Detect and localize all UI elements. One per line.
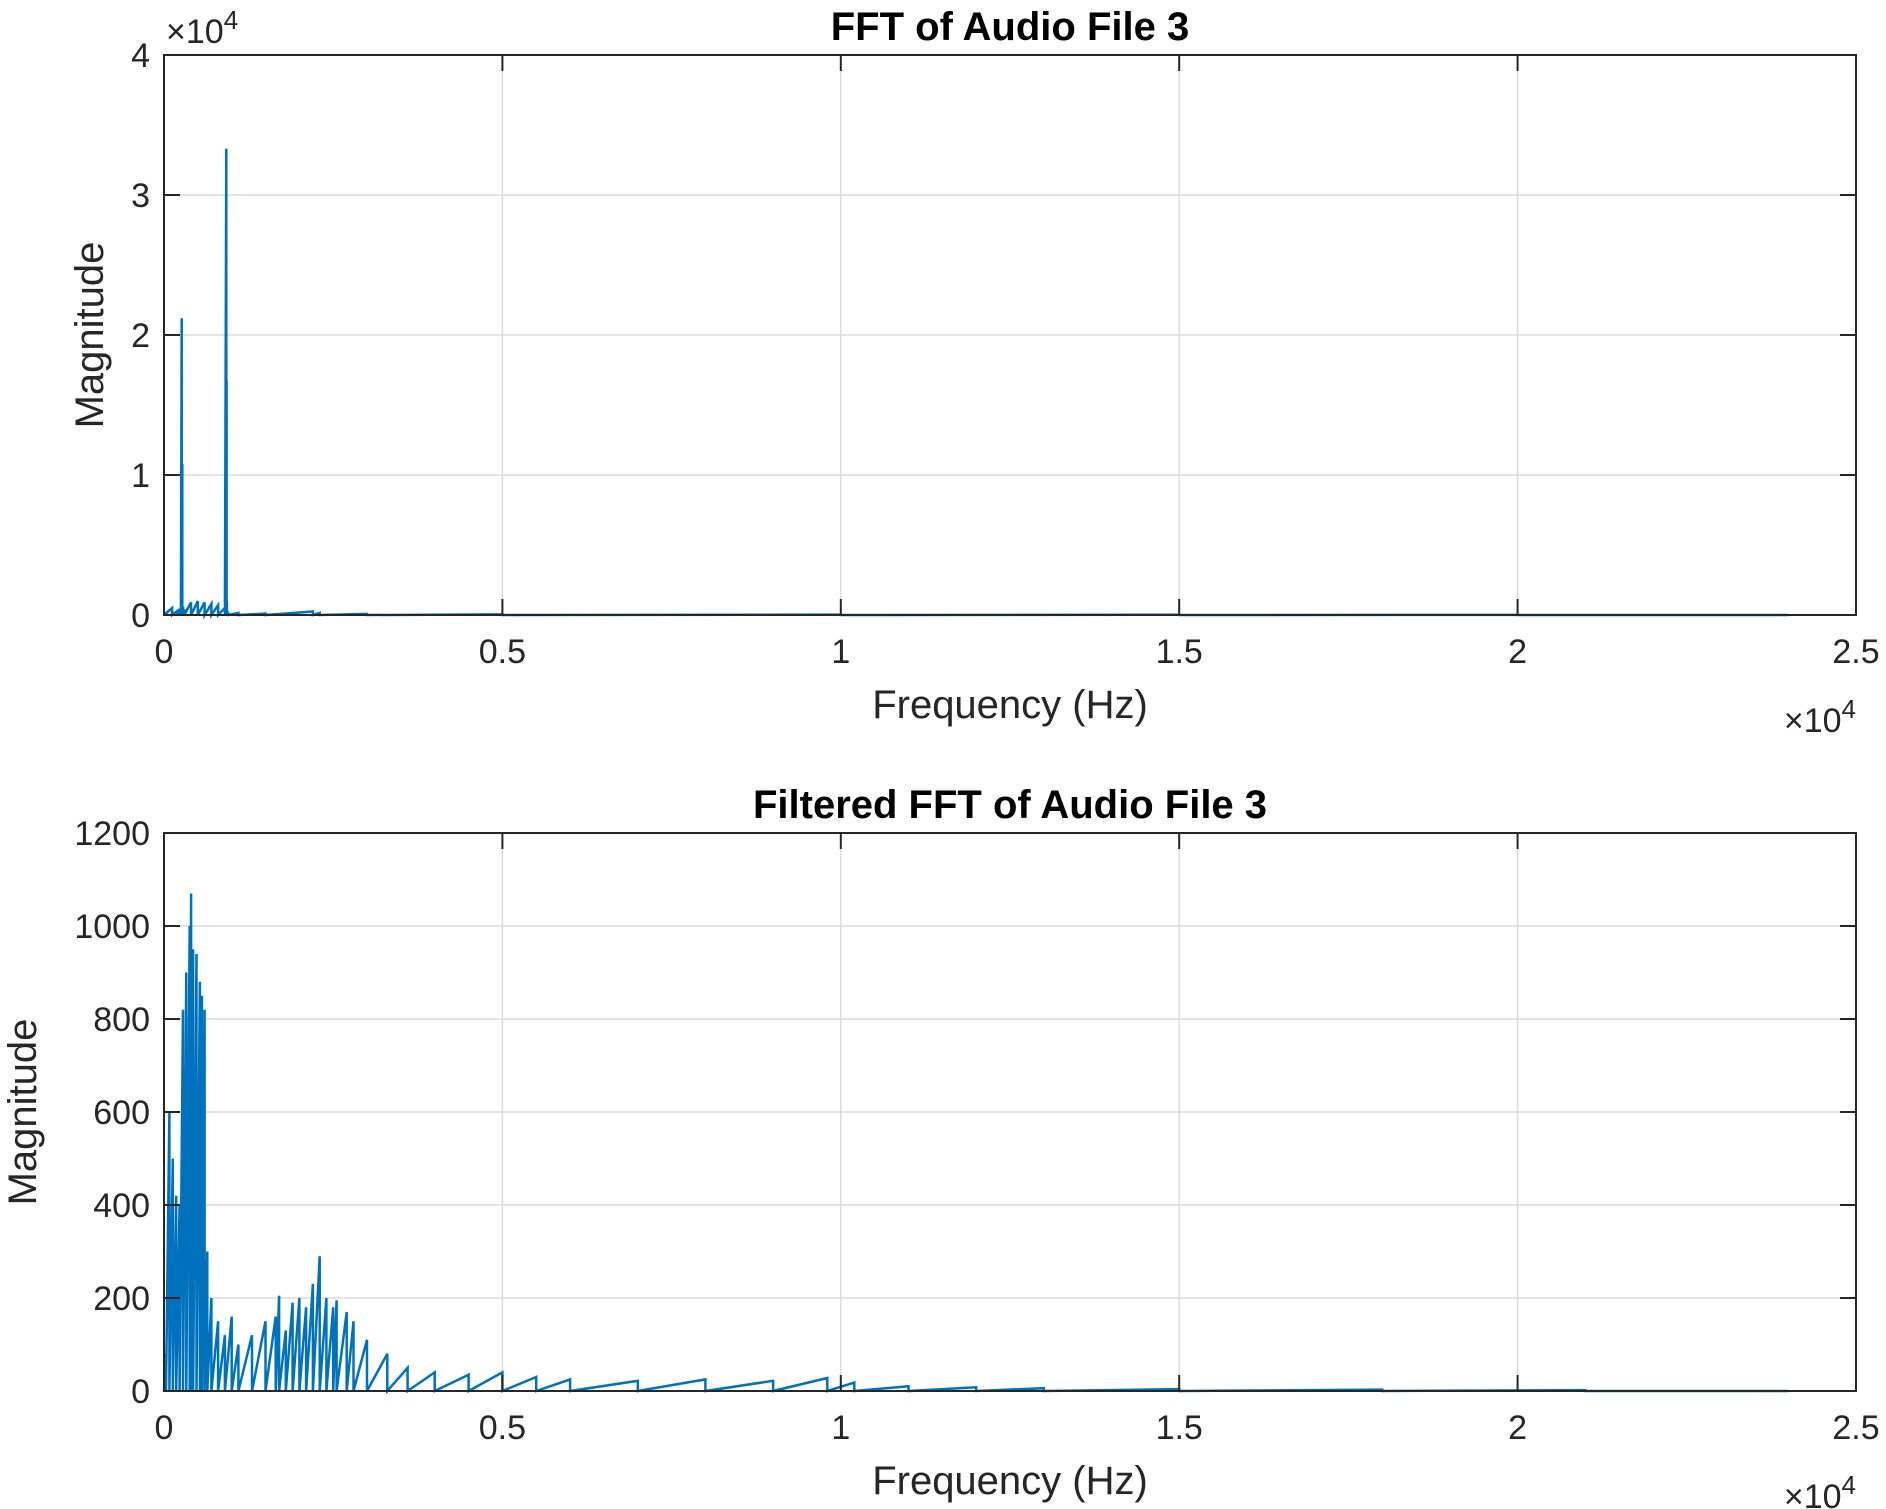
bottom-tick-marks bbox=[163, 832, 1857, 1392]
top-y-tick-label: 1 bbox=[131, 457, 150, 495]
bottom-y-tick-label: 200 bbox=[93, 1280, 150, 1318]
bottom-x-tick-label: 0.5 bbox=[479, 1409, 526, 1447]
bottom-x-tick-label: 1.5 bbox=[1156, 1409, 1203, 1447]
top-x-tick-label: 0.5 bbox=[479, 633, 526, 671]
bottom-y-tick-label: 600 bbox=[93, 1094, 150, 1132]
bottom-x-exponent-power: 4 bbox=[1842, 1470, 1856, 1500]
top-y-exponent-label: ×104 bbox=[166, 5, 238, 51]
top-y-exponent-power: 4 bbox=[224, 5, 238, 35]
bottom-x-tick-labels: 0 0.5 1 1.5 2 2.5 bbox=[155, 1409, 1880, 1447]
bottom-y-tick-label: 800 bbox=[93, 1001, 150, 1039]
top-y-tick-label: 2 bbox=[131, 317, 150, 355]
top-fft-series-line bbox=[163, 148, 1789, 620]
bottom-chart-title: Filtered FFT of Audio File 3 bbox=[753, 783, 1267, 827]
top-y-tick-label: 4 bbox=[131, 37, 150, 75]
bottom-y-tick-label: 0 bbox=[131, 1373, 150, 1411]
top-grid bbox=[164, 55, 1856, 615]
top-x-exponent-power: 4 bbox=[1842, 694, 1856, 724]
bottom-x-tick-label: 2.5 bbox=[1832, 1409, 1879, 1447]
bottom-x-tick-label: 0 bbox=[155, 1409, 174, 1447]
top-y-tick-label: 3 bbox=[131, 177, 150, 215]
top-subplot: 0 0.5 1 1.5 2 2.5 0 1 2 3 4 FFT of Audio File 3 F… bbox=[68, 5, 1880, 740]
top-plot-area bbox=[163, 148, 1789, 620]
top-x-tick-label: 2.5 bbox=[1832, 633, 1879, 671]
bottom-y-axis-label: Magnitude bbox=[1, 1019, 45, 1206]
bottom-y-tick-labels: 0 200 400 600 800 1000 1200 bbox=[74, 815, 150, 1411]
top-y-axis-label: Magnitude bbox=[68, 242, 112, 429]
top-y-tick-labels: 0 1 2 3 4 bbox=[131, 37, 150, 635]
bottom-subplot: 0 0.5 1 1.5 2 2.5 0 200 400 600 800 1000 1200 Filte… bbox=[1, 783, 1880, 1509]
top-x-exponent-label: ×104 bbox=[1784, 694, 1856, 740]
bottom-y-tick-label: 1000 bbox=[74, 908, 150, 946]
top-x-tick-label: 2 bbox=[1508, 633, 1527, 671]
bottom-x-exponent-base: ×10 bbox=[1784, 1478, 1842, 1509]
top-y-tick-label: 0 bbox=[131, 597, 150, 635]
bottom-x-exponent-label: ×104 bbox=[1784, 1470, 1856, 1509]
top-tick-marks bbox=[163, 54, 1857, 616]
bottom-filtered-fft-series-line bbox=[162, 893, 1789, 1395]
top-y-exponent-base: ×10 bbox=[166, 13, 224, 51]
bottom-y-tick-label: 400 bbox=[93, 1187, 150, 1225]
bottom-grid bbox=[164, 833, 1856, 1391]
top-x-tick-label: 0 bbox=[155, 633, 174, 671]
top-chart-title: FFT of Audio File 3 bbox=[831, 5, 1189, 49]
bottom-y-tick-label: 1200 bbox=[74, 815, 150, 853]
top-x-tick-labels: 0 0.5 1 1.5 2 2.5 bbox=[155, 633, 1880, 671]
top-x-axis-label: Frequency (Hz) bbox=[872, 683, 1148, 727]
top-x-tick-label: 1 bbox=[831, 633, 850, 671]
bottom-plot-area bbox=[162, 893, 1789, 1395]
bottom-x-tick-label: 1 bbox=[831, 1409, 850, 1447]
top-x-exponent-base: ×10 bbox=[1784, 702, 1842, 740]
top-x-tick-label: 1.5 bbox=[1156, 633, 1203, 671]
bottom-x-axis-label: Frequency (Hz) bbox=[872, 1459, 1148, 1503]
bottom-x-tick-label: 2 bbox=[1508, 1409, 1527, 1447]
